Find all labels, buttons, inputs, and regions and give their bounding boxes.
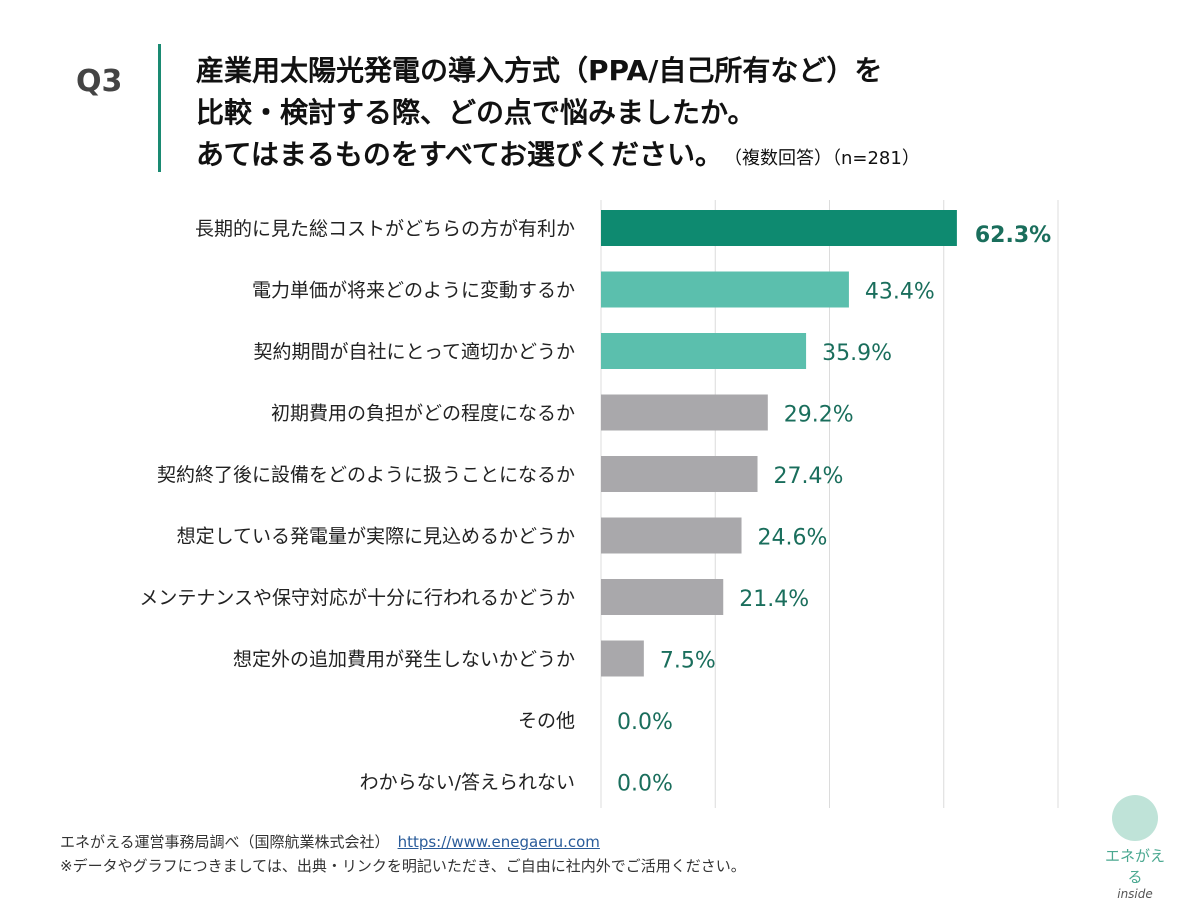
bar <box>601 517 742 554</box>
category-label: メンテナンスや保守対応が十分に行われるかどうか <box>139 587 575 609</box>
question-number: Q3 <box>76 64 123 99</box>
title-line-3: あてはまるものをすべてお選びください。 （複数回答）（n=281） <box>196 134 920 180</box>
category-label: その他 <box>518 710 575 732</box>
category-label: 長期的に見た総コストがどちらの方が有利か <box>195 218 575 240</box>
bar-chart: 長期的に見た総コストがどちらの方が有利か 62.3% 電力単価が将来どのように変動す… <box>139 200 1059 808</box>
data-label: 7.5% <box>660 649 716 674</box>
data-label: 21.4% <box>739 587 809 612</box>
category-label: 電力単価が将来どのように変動するか <box>252 280 575 302</box>
category-label: 初期費用の負担がどの程度になるか <box>271 403 575 425</box>
divider <box>158 44 161 172</box>
category-label: 契約期間が自社にとって適切かどうか <box>254 341 575 363</box>
bar <box>601 579 724 615</box>
data-label: 29.2% <box>784 403 854 428</box>
category-label: 想定外の追加費用が発生しないかどうか <box>233 649 575 671</box>
data-label: 27.4% <box>774 464 844 489</box>
data-label: 62.3% <box>975 223 1051 248</box>
title-line-1: 産業用太陽光発電の導入方式（PPA/自己所有など）を <box>196 54 883 87</box>
logo-sub: inside <box>1117 887 1153 901</box>
logo-text: エネがえる <box>1104 847 1165 886</box>
bar <box>601 333 807 369</box>
category-label: 契約終了後に設備をどのように扱うことになるか <box>157 464 575 486</box>
title-note: （複数回答）（n=281） <box>732 148 920 169</box>
data-label: 43.4% <box>865 280 935 305</box>
bar <box>601 271 849 308</box>
logo-icon <box>1112 795 1158 841</box>
title-line-2: 比較・検討する際、どの点で悩みましたか。 <box>196 96 756 129</box>
footer: エネがえる運営事務局調べ（国際航業株式会社） https://www.enegae… <box>60 830 746 878</box>
chart-title: 産業用太陽光発電の導入方式（PPA/自己所有など）を 比較・検討する際、どの点で… <box>196 50 920 180</box>
title-line-3-text: あてはまるものをすべてお選びください。 <box>196 138 723 171</box>
bar <box>601 210 957 246</box>
bar <box>601 456 758 492</box>
source-text: エネがえる運営事務局調べ（国際航業株式会社） <box>60 833 390 851</box>
data-label: 0.0% <box>617 772 673 797</box>
logo: エネがえる inside <box>1100 795 1170 901</box>
data-label: 35.9% <box>822 341 892 366</box>
source-link[interactable]: https://www.enegaeru.com <box>397 833 600 851</box>
data-label: 24.6% <box>758 526 828 551</box>
usage-note: ※データやグラフにつきましては、出典・リンクを明記いただき、ご自由に社内外でご活… <box>60 857 746 875</box>
bar <box>601 394 768 431</box>
category-label: わからない/答えられない <box>360 772 575 794</box>
data-label: 0.0% <box>617 710 673 735</box>
category-label: 想定している発電量が実際に見込めるかどうか <box>177 526 575 548</box>
bar <box>601 640 644 677</box>
